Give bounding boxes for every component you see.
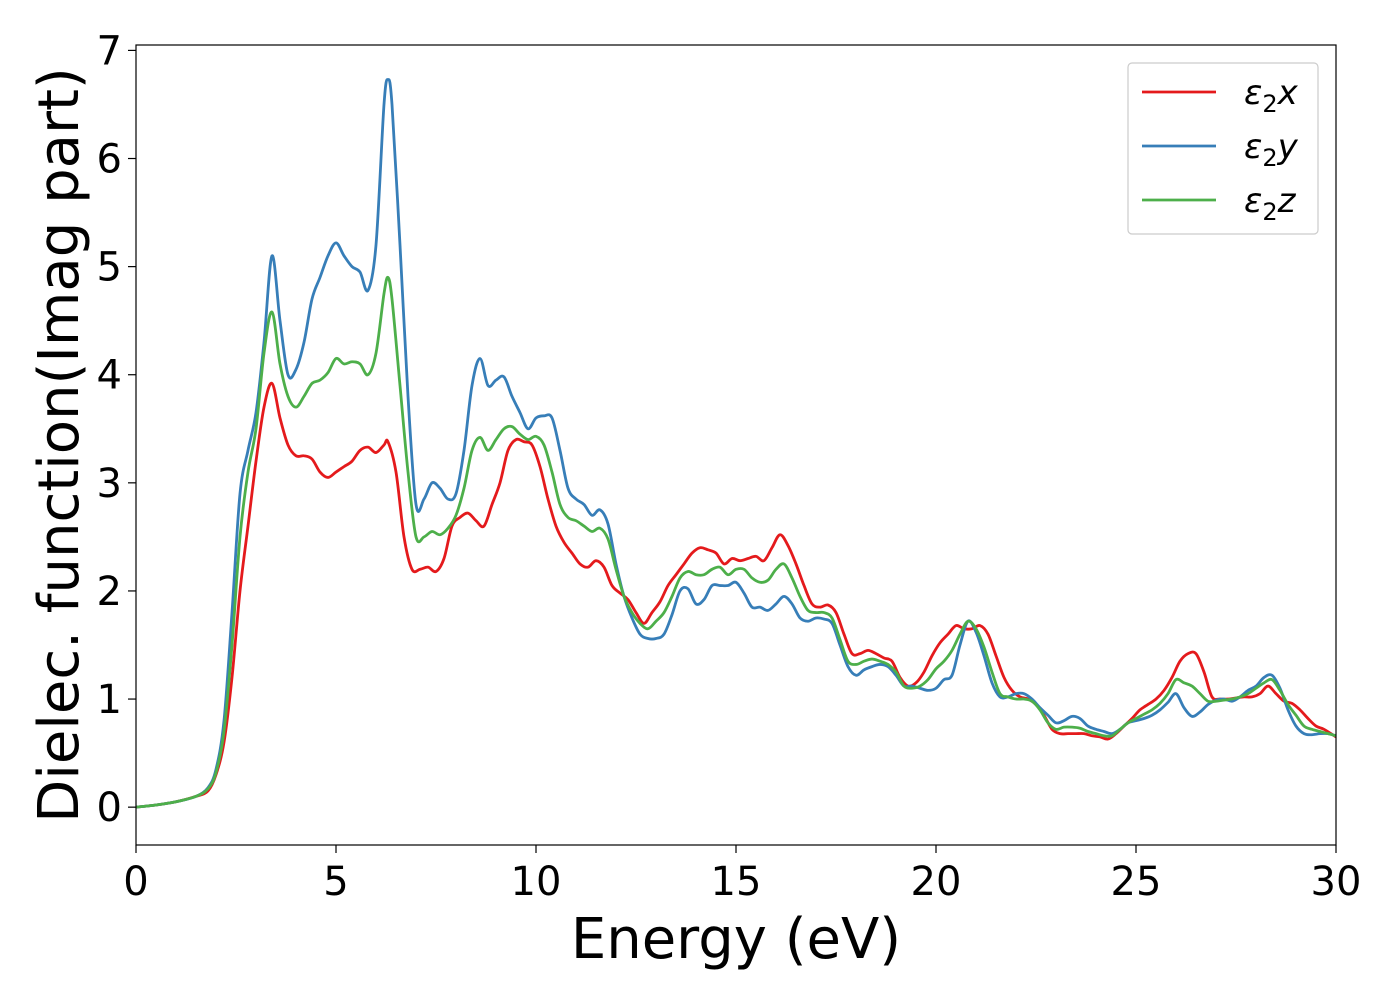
legend-frame xyxy=(1127,62,1319,235)
y-tick-label: 1 xyxy=(97,677,122,723)
legend-label-z: ε2z xyxy=(1244,181,1297,226)
series-line-z xyxy=(136,275,1336,809)
series-line-y xyxy=(136,78,1336,809)
y-tick-label: 4 xyxy=(97,353,122,399)
x-tick-label: 30 xyxy=(1311,859,1362,905)
y-tick-label: 3 xyxy=(97,461,122,507)
y-axis-label: Dielec. function(Imag part) xyxy=(27,67,92,823)
y-tick-label: 5 xyxy=(97,245,122,291)
x-tick-label: 10 xyxy=(511,859,562,905)
y-tick-label: 0 xyxy=(97,785,122,831)
x-axis-label: Energy (eV) xyxy=(571,907,901,972)
legend-label-y: ε2y xyxy=(1244,127,1299,172)
legend: ε2x ε2y ε2z xyxy=(1127,62,1319,235)
x-tick-label: 15 xyxy=(711,859,762,905)
y-tick-label: 6 xyxy=(97,137,122,183)
series-layer xyxy=(136,78,1336,809)
y-tick-label: 7 xyxy=(97,28,122,74)
x-tick-label: 25 xyxy=(1111,859,1162,905)
x-tick-label: 20 xyxy=(911,859,962,905)
x-tick-label: 0 xyxy=(123,859,148,905)
tick-layer: 0 5 10 15 20 25 30 0 1 2 3 4 5 6 7 xyxy=(97,28,1362,905)
legend-entries: ε2x ε2y ε2z xyxy=(1142,73,1299,226)
legend-label-x: ε2x xyxy=(1244,73,1299,118)
series-line-x xyxy=(136,381,1336,809)
x-tick-label: 5 xyxy=(323,859,348,905)
y-tick-label: 2 xyxy=(97,569,122,615)
